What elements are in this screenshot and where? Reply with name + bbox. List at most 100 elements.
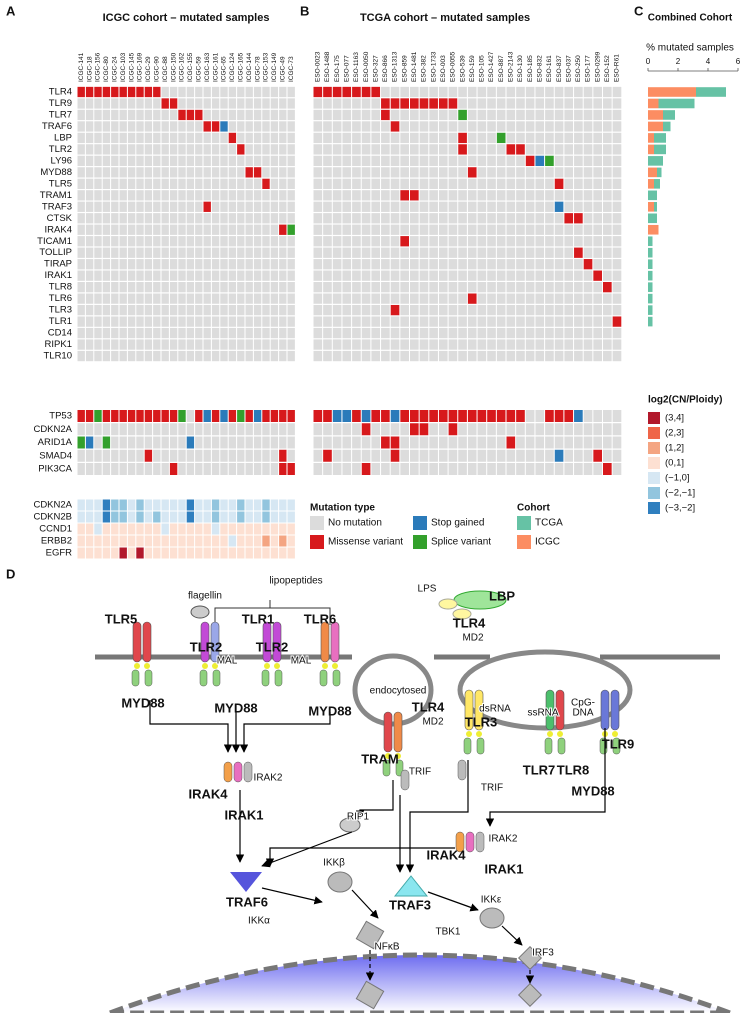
- cell: [228, 293, 237, 304]
- cell: [195, 499, 203, 511]
- cell: [467, 259, 477, 270]
- cell: [612, 132, 622, 144]
- cell: [516, 449, 525, 462]
- cell: [94, 499, 102, 511]
- cell: [153, 259, 161, 270]
- cell: [136, 282, 144, 293]
- cell: [94, 293, 102, 304]
- cell: [102, 410, 111, 422]
- cell: [361, 282, 371, 293]
- diagram-label: LPS: [418, 584, 437, 595]
- cell: [525, 327, 535, 339]
- cell: [458, 449, 467, 462]
- cell: [94, 132, 102, 144]
- diagram-label: IKKβ: [323, 858, 345, 869]
- cell: [593, 236, 602, 247]
- cell: [220, 98, 228, 109]
- cell: [371, 327, 381, 339]
- cell: [487, 293, 496, 304]
- cell: [237, 190, 245, 201]
- cell: [195, 316, 203, 327]
- tir-domain: [382, 759, 391, 777]
- cell: [136, 463, 144, 475]
- cell: [516, 98, 525, 109]
- cell: [287, 449, 295, 462]
- cell: [102, 213, 111, 224]
- cell: [564, 109, 574, 121]
- cell: [245, 224, 253, 235]
- diagram-label: IRF3: [532, 948, 554, 959]
- cell: [477, 350, 487, 362]
- cell: [371, 201, 381, 212]
- cell: [574, 293, 583, 304]
- cell: [448, 236, 458, 247]
- cell: [94, 86, 102, 98]
- cell: [448, 144, 458, 155]
- cell: [262, 499, 270, 511]
- cell: [400, 259, 409, 270]
- cell: [400, 410, 409, 422]
- cell: [554, 327, 564, 339]
- cell: [85, 201, 94, 212]
- cell: [323, 144, 332, 155]
- legend-title: Mutation type: [310, 503, 375, 514]
- cell: [195, 98, 203, 109]
- cell: [487, 224, 496, 235]
- cell: [245, 463, 253, 475]
- cell: [458, 282, 467, 293]
- cell: [211, 547, 220, 559]
- cell: [203, 109, 211, 121]
- cell: [574, 144, 583, 155]
- cell: [270, 463, 279, 475]
- cell: [144, 511, 153, 523]
- cell: [211, 167, 220, 178]
- cell: [313, 327, 323, 339]
- sample-label: ESO-0023: [315, 51, 322, 82]
- cell: [77, 121, 85, 132]
- cell: [186, 511, 195, 523]
- diagram-label: IKKα: [248, 916, 270, 927]
- cell: [419, 327, 429, 339]
- cell: [127, 282, 136, 293]
- cell: [77, 423, 85, 436]
- receptor: [600, 689, 610, 731]
- cell: [245, 449, 253, 462]
- cell: [136, 201, 144, 212]
- cell: [195, 523, 203, 535]
- tir-domain: [212, 669, 221, 687]
- cell: [94, 316, 102, 327]
- cell: [119, 86, 127, 98]
- cell: [332, 339, 342, 350]
- cell: [564, 270, 574, 281]
- cell: [477, 109, 487, 121]
- cell: [144, 449, 153, 462]
- diagram-label: dsRNA: [479, 704, 511, 715]
- cell: [262, 339, 270, 350]
- gene-label: TRAF6: [42, 121, 72, 132]
- gene-label: TICAM1: [37, 236, 72, 247]
- cell: [77, 270, 85, 281]
- cell: [245, 167, 253, 178]
- cell: [410, 86, 419, 98]
- cell: [342, 236, 352, 247]
- cell: [593, 155, 602, 167]
- cell: [94, 547, 102, 559]
- cell: [467, 167, 477, 178]
- cell: [169, 109, 178, 121]
- cell: [195, 224, 203, 235]
- cell: [410, 293, 419, 304]
- cell: [94, 304, 102, 316]
- cell: [516, 423, 525, 436]
- cell: [352, 327, 361, 339]
- cell: [94, 247, 102, 258]
- cell: [545, 410, 554, 422]
- cell: [153, 463, 161, 475]
- cell: [161, 178, 169, 189]
- cell: [211, 339, 220, 350]
- cell: [438, 304, 448, 316]
- cell: [228, 109, 237, 121]
- bar: [648, 213, 657, 224]
- cell: [381, 327, 390, 339]
- cell: [169, 86, 178, 98]
- cell: [169, 144, 178, 155]
